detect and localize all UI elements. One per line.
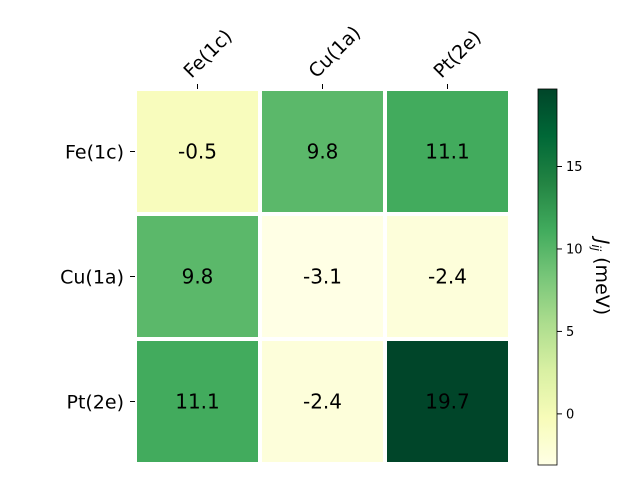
x-axis-ticks: Fe(1c) Cu(1a) Pt(2e) bbox=[179, 22, 486, 89]
cell-value-label: -2.4 bbox=[428, 265, 467, 289]
y-tick-label: Pt(2e) bbox=[66, 392, 124, 414]
x-tick-label: Cu(1a) bbox=[304, 22, 365, 83]
y-axis-ticks: Fe(1c) Cu(1a) Pt(2e) bbox=[60, 142, 135, 414]
colorbar-tick-label: 5 bbox=[566, 325, 574, 340]
heatmap-cell bbox=[387, 91, 508, 212]
colorbar-tick-label: 15 bbox=[566, 160, 583, 175]
heatmap-cells: -0.5 9.8 11.1 9.8 -3.1 -2.4 11.1 -2.4 19.7 bbox=[137, 91, 508, 462]
cell-value-label: 9.8 bbox=[307, 140, 339, 164]
cell-value-label: -2.4 bbox=[303, 390, 342, 414]
heatmap-cell bbox=[387, 216, 508, 337]
x-tick-label: Pt(2e) bbox=[429, 26, 485, 82]
colorbar-ticks: 0 5 10 15 bbox=[557, 160, 583, 422]
heatmap-cell bbox=[262, 91, 383, 212]
colorbar: 0 5 10 15 Jij (meV) bbox=[537, 88, 613, 466]
colorbar-label-main: J bbox=[591, 235, 613, 245]
heatmap-cell bbox=[262, 341, 383, 462]
cell-value-label: -0.5 bbox=[178, 140, 217, 164]
colorbar-label-unit: (meV) bbox=[591, 251, 613, 315]
heatmap-cell bbox=[262, 216, 383, 337]
x-tick-label: Fe(1c) bbox=[179, 25, 236, 82]
heatmap-cell bbox=[137, 91, 258, 212]
cell-value-label: 11.1 bbox=[175, 390, 220, 414]
colorbar-tick-label: 0 bbox=[566, 407, 574, 422]
heatmap-cell bbox=[387, 341, 508, 462]
heatmap-cell bbox=[137, 216, 258, 337]
cell-value-label: 9.8 bbox=[182, 265, 214, 289]
y-tick-label: Fe(1c) bbox=[65, 142, 124, 164]
colorbar-label: Jij (meV) bbox=[589, 235, 613, 315]
cell-value-label: 11.1 bbox=[425, 140, 470, 164]
y-tick-label: Cu(1a) bbox=[60, 267, 124, 289]
cell-value-label: -3.1 bbox=[303, 265, 342, 289]
cell-value-label: 19.7 bbox=[425, 390, 470, 414]
colorbar-tick-label: 10 bbox=[566, 242, 583, 257]
heatmap-cell bbox=[137, 341, 258, 462]
colorbar-label-sub: ij bbox=[589, 244, 603, 251]
colorbar-gradient bbox=[537, 88, 558, 466]
